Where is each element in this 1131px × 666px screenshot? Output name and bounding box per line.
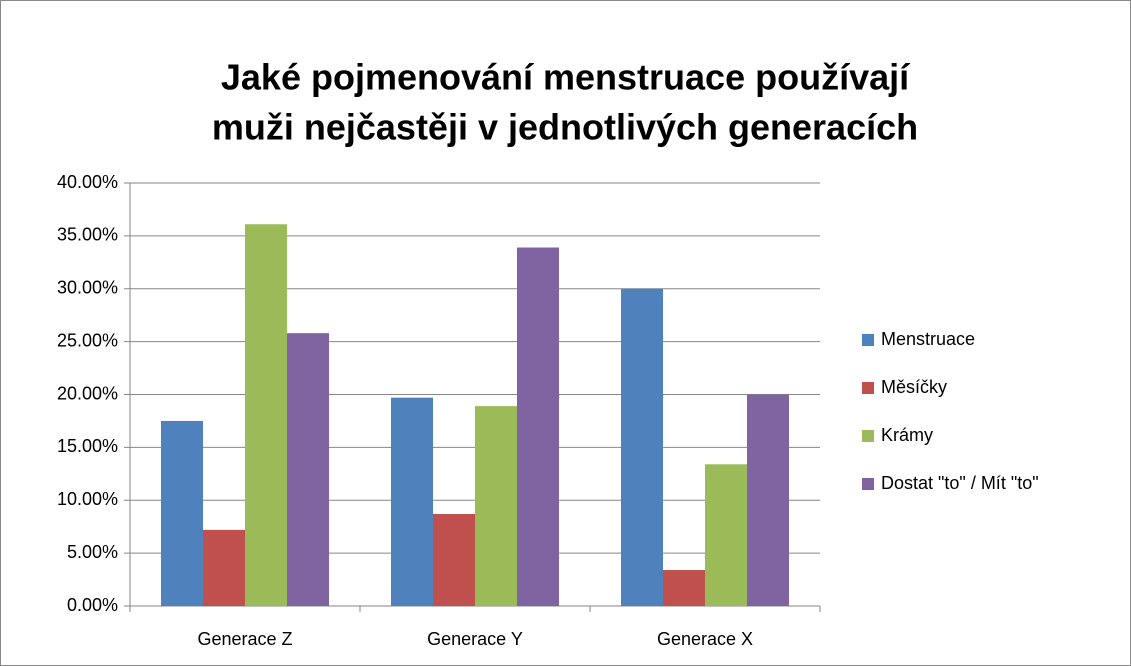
bar: [245, 224, 287, 606]
bar: [161, 420, 203, 606]
chart-title: Jaké pojmenování menstruace používají: [221, 57, 910, 98]
bar: [433, 513, 475, 606]
legend-label: Dostat "to" / Mít "to": [881, 473, 1039, 493]
y-tick-label: 10.00%: [57, 489, 118, 509]
legend-label: Menstruace: [881, 329, 975, 349]
bar: [705, 464, 747, 606]
x-tick-label: Generace Z: [197, 629, 292, 649]
bar: [203, 529, 245, 606]
y-tick-label: 35.00%: [57, 225, 118, 245]
bar: [475, 406, 517, 606]
y-tick-label: 20.00%: [57, 383, 118, 403]
bar: [621, 288, 663, 606]
legend-label: Měsíčky: [881, 377, 947, 397]
legend-label: Krámy: [881, 425, 933, 445]
y-tick-label: 0.00%: [67, 595, 118, 615]
y-tick-label: 25.00%: [57, 330, 118, 350]
x-tick-label: Generace X: [657, 629, 753, 649]
bar: [663, 570, 705, 606]
chart-title: muži nejčastěji v jednotlivých generacíc…: [212, 107, 918, 148]
bar: [287, 333, 329, 606]
bar: [747, 394, 789, 606]
legend-swatch: [862, 334, 874, 346]
legend-swatch: [862, 382, 874, 394]
bar: [391, 397, 433, 606]
y-tick-label: 40.00%: [57, 172, 118, 192]
y-tick-label: 5.00%: [67, 542, 118, 562]
x-tick-label: Generace Y: [427, 629, 523, 649]
y-tick-label: 30.00%: [57, 278, 118, 298]
y-tick-label: 15.00%: [57, 436, 118, 456]
legend-swatch: [862, 478, 874, 490]
legend-swatch: [862, 430, 874, 442]
bar: [517, 247, 559, 606]
